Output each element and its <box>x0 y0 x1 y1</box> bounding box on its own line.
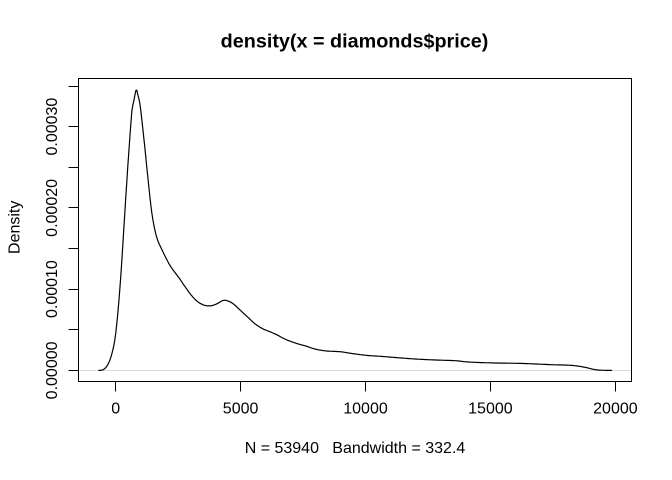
svg-text:20000: 20000 <box>593 401 638 418</box>
svg-text:0.00020: 0.00020 <box>44 179 61 237</box>
svg-text:N = 53940 Bandwidth = 332.4: N = 53940 Bandwidth = 332.4 <box>245 440 466 457</box>
svg-text:density(x = diamonds$price): density(x = diamonds$price) <box>221 31 489 53</box>
svg-text:Density: Density <box>7 201 24 254</box>
svg-text:15000: 15000 <box>468 401 513 418</box>
svg-text:10000: 10000 <box>343 401 388 418</box>
svg-text:0.00030: 0.00030 <box>44 98 61 156</box>
svg-text:0.00010: 0.00010 <box>44 260 61 318</box>
svg-text:5000: 5000 <box>223 401 259 418</box>
svg-text:0: 0 <box>111 401 120 418</box>
svg-text:0.00000: 0.00000 <box>44 341 61 399</box>
